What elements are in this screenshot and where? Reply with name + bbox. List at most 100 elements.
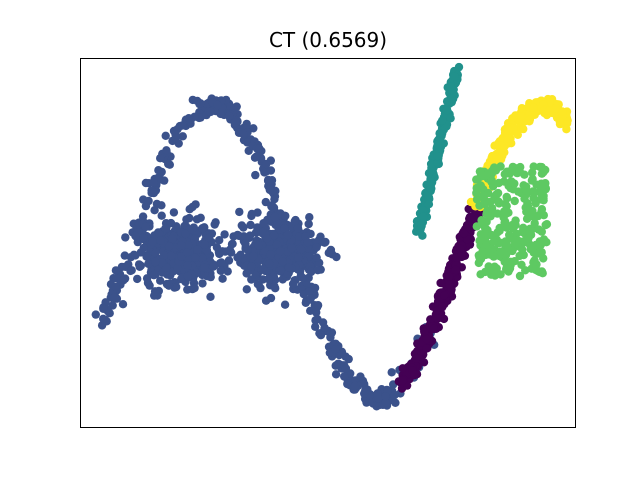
- scatter-point-cluster-2: [492, 141, 501, 150]
- data-points: [91, 62, 572, 411]
- scatter-point-cluster-0: [181, 229, 190, 239]
- scatter-point-cluster-3: [433, 140, 442, 149]
- scatter-point-cluster-2: [519, 124, 528, 134]
- scatter-point-cluster-4: [493, 209, 502, 218]
- scatter-point-cluster-0: [157, 211, 166, 220]
- scatter-point-cluster-0: [151, 257, 160, 267]
- scatter-point-cluster-0: [390, 390, 399, 400]
- scatter-point-cluster-0: [231, 118, 240, 127]
- scatter-point-cluster-3: [424, 200, 434, 209]
- scatter-point-cluster-0: [198, 224, 207, 233]
- scatter-point-cluster-0: [166, 218, 176, 228]
- scatter-point-cluster-0: [224, 256, 234, 265]
- scatter-point-cluster-0: [298, 273, 307, 283]
- scatter-point-cluster-0: [173, 263, 182, 273]
- scatter-point-cluster-0: [177, 240, 186, 250]
- scatter-point-cluster-0: [171, 130, 180, 139]
- scatter-point-cluster-0: [283, 230, 293, 240]
- scatter-point-cluster-0: [261, 296, 271, 305]
- scatter-point-cluster-4: [500, 217, 510, 226]
- scatter-point-cluster-0: [266, 166, 276, 175]
- scatter-point-cluster-0: [216, 266, 225, 275]
- scatter-point-cluster-2: [504, 134, 513, 143]
- scatter-point-cluster-0: [121, 233, 130, 242]
- scatter-point-cluster-0: [196, 99, 205, 108]
- scatter-point-cluster-1: [398, 364, 407, 373]
- scatter-point-cluster-1: [411, 354, 421, 363]
- scatter-point-cluster-2: [516, 112, 526, 121]
- scatter-point-cluster-4: [529, 162, 538, 171]
- scatter-point-cluster-0: [112, 274, 121, 283]
- scatter-point-cluster-4: [487, 230, 496, 240]
- scatter-point-cluster-0: [142, 274, 152, 283]
- scatter-point-cluster-0: [253, 280, 263, 289]
- scatter-point-cluster-1: [439, 314, 449, 324]
- scatter-point-cluster-4: [475, 236, 484, 245]
- scatter-point-cluster-0: [276, 266, 285, 275]
- scatter-point-cluster-0: [296, 245, 306, 254]
- scatter-point-cluster-0: [131, 251, 140, 260]
- scatter-point-cluster-3: [442, 106, 451, 115]
- scatter-point-cluster-0: [262, 234, 272, 243]
- scatter-point-cluster-0: [237, 221, 246, 230]
- scatter-point-cluster-0: [312, 243, 321, 252]
- scatter-point-cluster-3: [424, 169, 434, 178]
- scatter-point-cluster-0: [310, 283, 320, 293]
- scatter-point-cluster-0: [247, 209, 257, 219]
- scatter-point-cluster-0: [276, 247, 285, 256]
- scatter-point-cluster-4: [476, 270, 485, 279]
- scatter-point-cluster-4: [520, 237, 530, 247]
- scatter-point-cluster-4: [472, 222, 481, 231]
- scatter-point-cluster-4: [521, 266, 530, 275]
- scatter-point-cluster-4: [494, 197, 504, 207]
- scatter-point-cluster-0: [168, 234, 177, 243]
- scatter-point-cluster-2: [558, 107, 567, 116]
- scatter-point-cluster-4: [478, 247, 487, 256]
- scatter-point-cluster-1: [438, 302, 447, 312]
- scatter-point-cluster-0: [241, 239, 250, 248]
- scatter-point-cluster-0: [312, 253, 321, 262]
- scatter-point-cluster-4: [531, 199, 540, 208]
- scatter-point-cluster-0: [141, 178, 151, 188]
- scatter-point-cluster-0: [136, 261, 145, 270]
- scatter-point-cluster-0: [183, 261, 192, 270]
- scatter-point-cluster-0: [197, 253, 207, 263]
- scatter-point-cluster-0: [313, 266, 322, 275]
- scatter-point-cluster-0: [118, 300, 128, 309]
- scatter-point-cluster-2: [503, 126, 513, 135]
- scatter-point-cluster-4: [515, 251, 524, 261]
- scatter-point-cluster-0: [148, 237, 157, 247]
- scatter-point-cluster-0: [162, 146, 171, 155]
- scatter-point-cluster-1: [459, 229, 469, 238]
- scatter-point-cluster-0: [331, 370, 341, 379]
- scatter-point-cluster-0: [391, 398, 400, 407]
- scatter-point-cluster-1: [445, 272, 454, 281]
- scatter-point-cluster-3: [438, 116, 447, 125]
- scatter-point-cluster-4: [510, 236, 519, 245]
- scatter-point-cluster-1: [398, 376, 407, 385]
- scatter-point-cluster-0: [280, 300, 290, 309]
- scatter-point-cluster-4: [495, 223, 504, 233]
- scatter-point-cluster-0: [190, 283, 199, 293]
- scatter-point-cluster-4: [507, 165, 517, 174]
- scatter-point-cluster-0: [344, 354, 353, 364]
- scatter-point-cluster-0: [184, 241, 193, 250]
- scatter-point-cluster-4: [481, 171, 491, 180]
- scatter-point-cluster-0: [200, 263, 209, 272]
- scatter-point-cluster-0: [264, 259, 274, 268]
- scatter-point-cluster-0: [206, 107, 215, 117]
- scatter-point-cluster-0: [281, 211, 290, 221]
- scatter-point-cluster-0: [183, 255, 193, 264]
- scatter-point-cluster-0: [295, 232, 304, 241]
- scatter-point-cluster-0: [161, 131, 170, 140]
- scatter-point-cluster-4: [530, 219, 539, 228]
- scatter-point-cluster-4: [472, 175, 481, 184]
- scatter-point-cluster-0: [223, 267, 232, 276]
- scatter-point-cluster-0: [272, 240, 282, 250]
- scatter-point-cluster-0: [258, 227, 267, 237]
- scatter-point-cluster-0: [217, 258, 226, 267]
- scatter-point-cluster-0: [139, 233, 148, 243]
- scatter-point-cluster-0: [252, 152, 261, 161]
- scatter-point-cluster-4: [496, 247, 505, 256]
- scatter-point-cluster-0: [261, 197, 270, 207]
